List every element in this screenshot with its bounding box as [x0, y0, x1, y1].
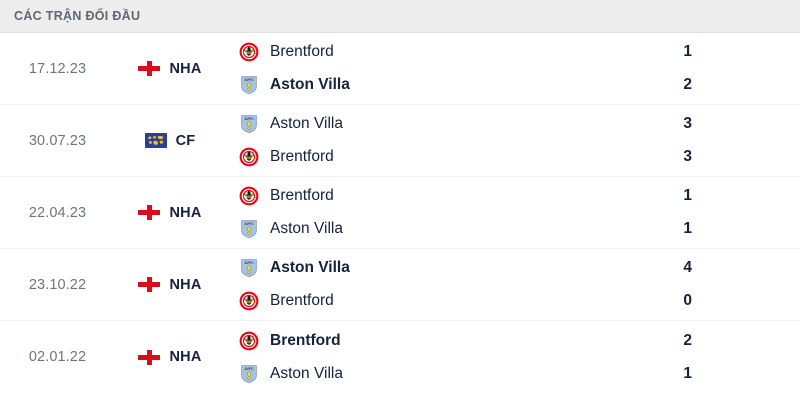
away-score: 1 [683, 220, 692, 238]
competition-cell: NHA [115, 205, 225, 221]
home-score: 3 [683, 115, 692, 133]
home-team-line[interactable]: AVFC Aston Villa [239, 258, 615, 278]
teams-cell: Brentford AVFC Aston Villa [225, 42, 615, 95]
home-team-line[interactable]: Brentford [239, 331, 615, 351]
competition-label: NHA [169, 204, 202, 221]
home-score: 1 [683, 43, 692, 61]
aston-villa-crest-icon: AVFC [239, 219, 259, 239]
away-score: 1 [683, 364, 692, 382]
competition-label: NHA [169, 60, 202, 77]
world-flag-icon [144, 133, 167, 148]
aston-villa-crest-icon: AVFC [239, 258, 259, 278]
match-row[interactable]: 17.12.23 NHA Brentford AVFC Aston Villa 1 2 [0, 33, 800, 105]
away-team-name: Aston Villa [270, 220, 343, 238]
brentford-crest-icon [239, 147, 259, 167]
away-score: 0 [683, 292, 692, 310]
match-list: 17.12.23 NHA Brentford AVFC Aston Villa 1 2… [0, 33, 800, 393]
home-score-line: 1 [615, 186, 692, 206]
panel-header: CÁC TRẬN ĐỐI ĐẦU [0, 0, 800, 33]
match-date: 02.01.22 [28, 349, 87, 365]
match-date: 17.12.23 [28, 60, 87, 77]
away-team-line[interactable]: AVFC Aston Villa [239, 75, 615, 95]
england-flag-icon [138, 205, 161, 220]
home-team-line[interactable]: AVFC Aston Villa [239, 114, 615, 134]
home-score-line: 1 [615, 42, 692, 62]
competition-label: NHA [169, 349, 202, 365]
teams-cell: Brentford AVFC Aston Villa [225, 186, 615, 239]
teams-cell: AVFC Aston Villa Brentford [225, 114, 615, 167]
away-score-line: 0 [615, 291, 692, 311]
teams-cell: AVFC Aston Villa Brentford [225, 258, 615, 311]
brentford-crest-icon [239, 331, 259, 351]
home-score: 1 [683, 187, 692, 205]
competition-cell: CF [115, 133, 225, 149]
match-row[interactable]: 23.10.22 NHA AVFC Aston Villa Brentford 4 0 [0, 249, 800, 321]
teams-cell: Brentford AVFC Aston Villa [225, 331, 615, 384]
england-flag-icon [138, 277, 161, 292]
home-team-line[interactable]: Brentford [239, 186, 615, 206]
away-score: 3 [683, 148, 692, 166]
away-score-line: 1 [615, 364, 692, 384]
away-team-name: Aston Villa [270, 76, 350, 94]
match-date: 30.07.23 [28, 132, 87, 149]
england-flag-icon [138, 349, 161, 365]
competition-cell: NHA [115, 277, 225, 293]
home-team-name: Aston Villa [270, 115, 343, 133]
match-date: 22.04.23 [28, 204, 87, 221]
away-score-line: 2 [615, 75, 692, 95]
brentford-crest-icon [239, 186, 259, 206]
home-score: 2 [683, 331, 692, 349]
home-team-name: Brentford [270, 187, 334, 205]
match-row[interactable]: 30.07.23 CF AVFC Aston Villa Brentford 3 3 [0, 105, 800, 177]
away-score: 2 [683, 76, 692, 94]
away-team-line[interactable]: Brentford [239, 291, 615, 311]
aston-villa-crest-icon: AVFC [239, 75, 259, 95]
away-team-line[interactable]: Brentford [239, 147, 615, 167]
away-score-line: 3 [615, 147, 692, 167]
brentford-crest-icon [239, 291, 259, 311]
match-row[interactable]: 02.01.22 NHA Brentford AVFC Aston Villa 2 1 [0, 321, 800, 393]
home-score: 4 [683, 259, 692, 277]
svg-text:AVFC: AVFC [244, 261, 254, 265]
page-title: CÁC TRẬN ĐỐI ĐẦU [14, 9, 141, 23]
away-team-line[interactable]: AVFC Aston Villa [239, 364, 615, 384]
brentford-crest-icon [239, 42, 259, 62]
home-team-name: Brentford [270, 43, 334, 61]
away-score-line: 1 [615, 219, 692, 239]
england-flag-icon [138, 61, 161, 76]
svg-text:AVFC: AVFC [244, 222, 254, 226]
competition-label: CF [175, 132, 196, 149]
competition-cell: NHA [115, 61, 225, 77]
home-score-line: 3 [615, 114, 692, 134]
match-row[interactable]: 22.04.23 NHA Brentford AVFC Aston Villa 1 1 [0, 177, 800, 249]
home-team-name: Brentford [270, 331, 341, 349]
svg-text:AVFC: AVFC [244, 117, 254, 121]
home-team-name: Aston Villa [270, 259, 350, 277]
competition-cell: NHA [115, 349, 225, 365]
svg-text:AVFC: AVFC [244, 367, 254, 371]
aston-villa-crest-icon: AVFC [239, 114, 259, 134]
svg-text:AVFC: AVFC [244, 78, 254, 82]
away-team-name: Brentford [270, 292, 334, 310]
away-team-line[interactable]: AVFC Aston Villa [239, 219, 615, 239]
home-score-line: 4 [615, 258, 692, 278]
competition-label: NHA [169, 276, 202, 293]
away-team-name: Brentford [270, 148, 334, 166]
match-date: 23.10.22 [28, 276, 87, 293]
home-team-line[interactable]: Brentford [239, 42, 615, 62]
aston-villa-crest-icon: AVFC [239, 364, 259, 384]
home-score-line: 2 [615, 331, 692, 351]
away-team-name: Aston Villa [270, 364, 343, 382]
